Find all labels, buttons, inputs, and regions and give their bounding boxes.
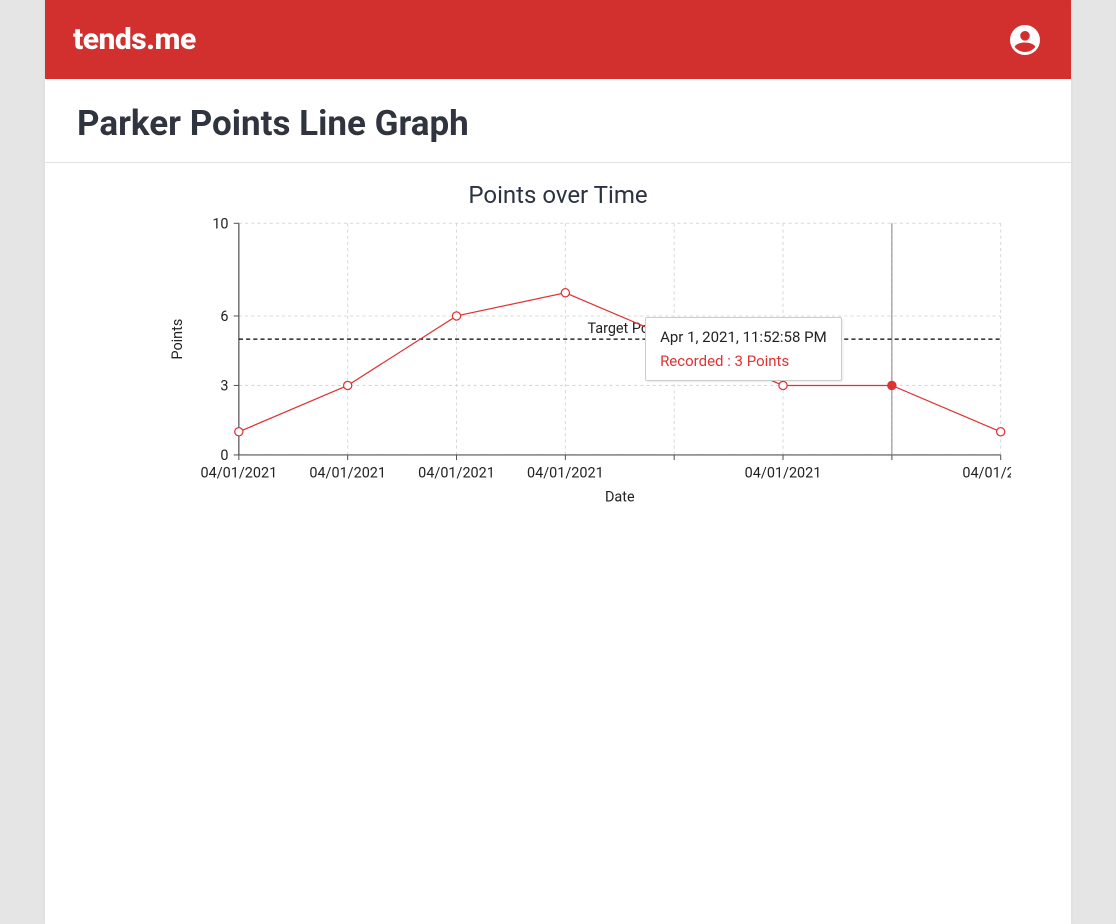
svg-text:6: 6 — [220, 308, 228, 325]
brand-logo[interactable]: tends.me — [73, 22, 196, 57]
svg-text:04/01/2021: 04/01/2021 — [745, 465, 822, 482]
svg-text:04/01/2021: 04/01/2021 — [962, 465, 1011, 482]
svg-text:Points: Points — [169, 319, 186, 360]
svg-text:04/01/2021: 04/01/2021 — [309, 465, 386, 482]
app-header: tends.me — [45, 0, 1071, 79]
line-chart[interactable]: 04/01/2021 04/01/2021 04/01/2021 04/01/2021… — [105, 213, 1011, 532]
app-frame: tends.me Parker Points Line Graph Points… — [45, 0, 1071, 924]
svg-text:Date: Date — [605, 488, 635, 505]
page-title-bar: Parker Points Line Graph — [45, 79, 1071, 163]
page-title: Parker Points Line Graph — [77, 103, 1039, 144]
svg-text:3: 3 — [220, 378, 228, 395]
svg-text:0: 0 — [220, 447, 228, 464]
chart-title: Points over Time — [105, 181, 1011, 209]
tooltip-value: Recorded : 3 Points — [660, 352, 827, 370]
chart-tooltip: Apr 1, 2021, 11:52:58 PM Recorded : 3 Po… — [645, 317, 842, 381]
tooltip-timestamp: Apr 1, 2021, 11:52:58 PM — [660, 328, 827, 346]
svg-text:04/01/2021: 04/01/2021 — [418, 465, 495, 482]
svg-text:04/01/2021: 04/01/2021 — [527, 465, 604, 482]
svg-text:04/01/2021: 04/01/2021 — [201, 465, 278, 482]
svg-text:10: 10 — [212, 215, 228, 232]
chart-panel: Points over Time 04/01/202104/01/202104/… — [45, 163, 1071, 556]
person-circle-icon — [1007, 22, 1043, 58]
account-icon[interactable] — [1007, 22, 1043, 58]
